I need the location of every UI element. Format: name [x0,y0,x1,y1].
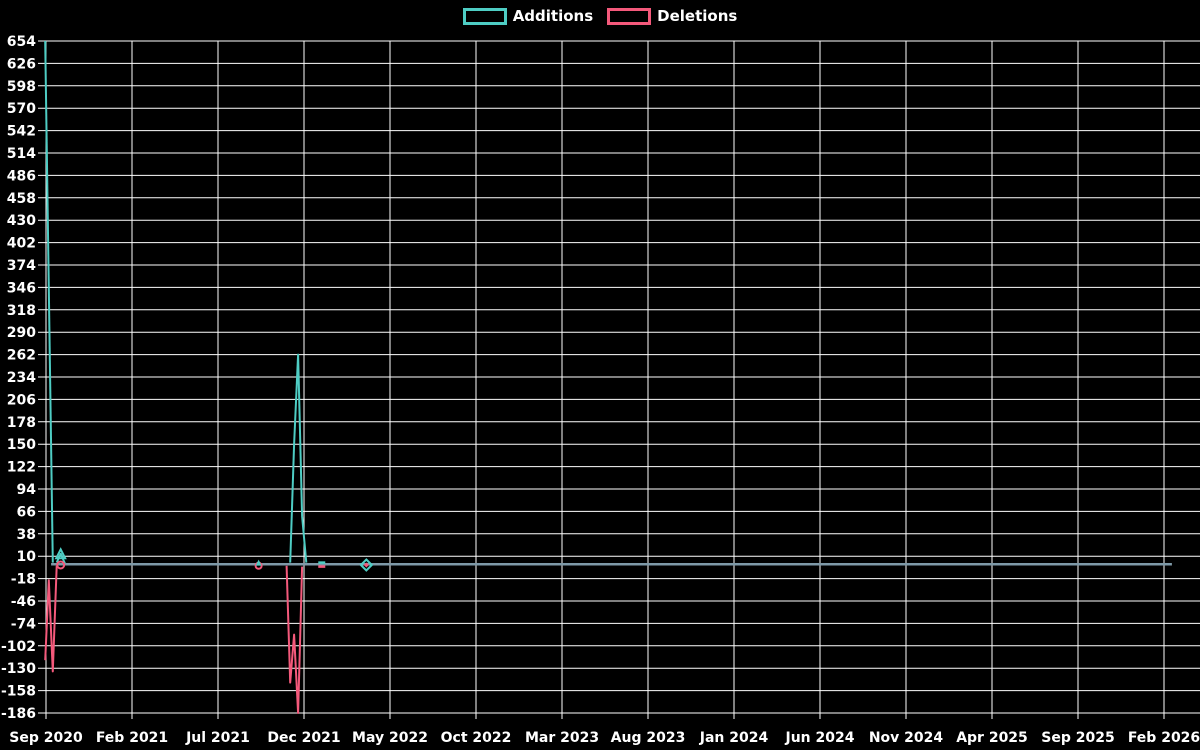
svg-text:Jul 2021: Jul 2021 [185,730,250,746]
svg-text:Apr 2025: Apr 2025 [956,730,1028,746]
legend-item-deletions[interactable]: Deletions [607,8,737,25]
svg-text:94: 94 [17,482,37,498]
svg-text:Feb 2021: Feb 2021 [96,730,168,746]
svg-text:150: 150 [7,437,36,453]
svg-text:Jun 2024: Jun 2024 [785,730,855,746]
svg-text:178: 178 [7,415,36,431]
svg-text:430: 430 [7,213,36,229]
svg-text:Aug 2023: Aug 2023 [611,730,686,746]
svg-text:290: 290 [7,325,36,341]
svg-text:-130: -130 [1,661,36,677]
svg-text:570: 570 [7,101,36,117]
svg-text:654: 654 [7,34,36,50]
svg-text:66: 66 [17,504,36,520]
svg-text:542: 542 [7,124,36,140]
svg-text:-46: -46 [11,594,36,610]
svg-text:262: 262 [7,348,36,364]
svg-text:206: 206 [7,392,36,408]
svg-text:486: 486 [7,168,36,184]
additions-swatch-icon [462,8,507,25]
svg-text:626: 626 [7,56,36,72]
svg-text:318: 318 [7,303,36,319]
legend-label-additions: Additions [512,7,594,25]
svg-text:38: 38 [17,527,36,543]
svg-text:-74: -74 [11,616,37,632]
svg-text:Sep 2020: Sep 2020 [9,730,83,746]
svg-text:-186: -186 [1,706,36,722]
svg-text:Mar 2023: Mar 2023 [525,730,599,746]
svg-text:May 2022: May 2022 [352,730,428,746]
y-gridlines-and-labels: 654 626 598 570 542 514 486 458 430 402 374 346 318 2… [1,34,1200,722]
svg-text:Jan 2024: Jan 2024 [699,730,769,746]
series-deletions [44,565,304,714]
svg-text:Sep 2025: Sep 2025 [1041,730,1114,746]
svg-text:Dec 2021: Dec 2021 [267,730,340,746]
x-gridlines-and-labels: Sep 2020 Feb 2021 Jul 2021 Dec 2021 May 2022… [9,41,1200,746]
additions-triangle-marker-icon [255,559,262,566]
additions-diamond-marker-icon [359,558,374,572]
legend-item-additions[interactable]: Additions [462,7,594,25]
svg-text:458: 458 [7,191,36,207]
additions-triangle-marker-icon [54,547,67,560]
svg-text:234: 234 [7,370,36,386]
deletions-circle-marker-icon [56,560,66,570]
svg-text:10: 10 [17,549,37,565]
chart-legend: Additions Deletions [0,8,1200,25]
svg-text:Oct 2022: Oct 2022 [441,730,512,746]
svg-text:-102: -102 [1,639,36,655]
svg-text:514: 514 [7,146,36,162]
deletions-swatch-icon [607,8,652,25]
svg-text:402: 402 [7,236,36,252]
legend-label-deletions: Deletions [657,7,738,25]
data-point-markers [54,547,374,572]
svg-text:-158: -158 [1,684,36,700]
svg-text:346: 346 [7,280,36,296]
deletions-dash-marker-icon [318,565,326,568]
svg-text:Nov 2024: Nov 2024 [869,730,944,746]
svg-text:374: 374 [7,258,36,274]
svg-text:598: 598 [7,79,36,95]
deletions-diamond-marker-icon [363,562,369,568]
series-additions [44,40,308,564]
additions-dash-marker-icon [318,561,326,564]
svg-text:Feb 2026: Feb 2026 [1128,730,1200,746]
svg-text:122: 122 [7,460,36,476]
svg-text:-18: -18 [11,572,36,588]
